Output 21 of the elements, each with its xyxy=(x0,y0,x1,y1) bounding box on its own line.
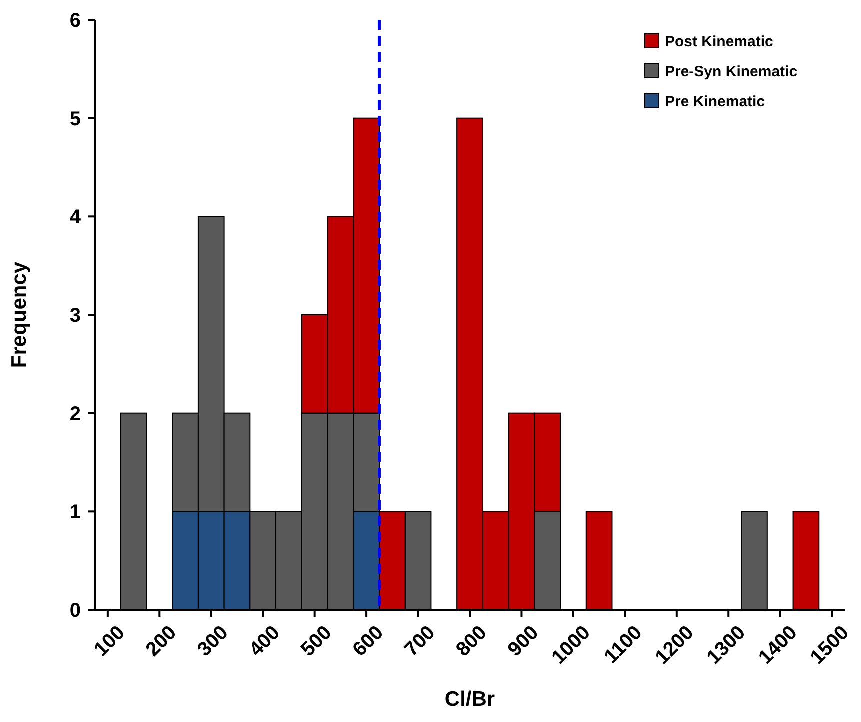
y-tick-label: 1 xyxy=(70,502,81,524)
x-tick-label: 900 xyxy=(504,622,544,662)
y-tick-label: 2 xyxy=(70,403,81,426)
y-tick-label: 6 xyxy=(70,10,81,32)
x-axis-title: Cl/Br xyxy=(444,688,496,711)
y-tick-label: 3 xyxy=(70,305,81,327)
x-tick-label: 400 xyxy=(245,622,285,662)
x-tick-label: 500 xyxy=(297,622,336,662)
legend-label: Pre-Syn Kinematic xyxy=(665,63,798,80)
y-tick-label: 0 xyxy=(70,600,81,622)
x-tick-label: 300 xyxy=(194,622,233,662)
y-axis-title: Frequency xyxy=(8,262,31,368)
legend-label: Post Kinematic xyxy=(665,33,774,50)
x-tick-label: 600 xyxy=(348,622,388,662)
x-tick-label: 200 xyxy=(142,622,182,662)
x-tick-label: 700 xyxy=(400,622,440,662)
x-tick-label: 800 xyxy=(452,622,492,662)
legend-label: Pre Kinematic xyxy=(665,93,766,110)
x-tick-label: 100 xyxy=(90,622,130,662)
y-tick-label: 4 xyxy=(70,206,82,229)
y-tick-label: 5 xyxy=(70,108,81,130)
